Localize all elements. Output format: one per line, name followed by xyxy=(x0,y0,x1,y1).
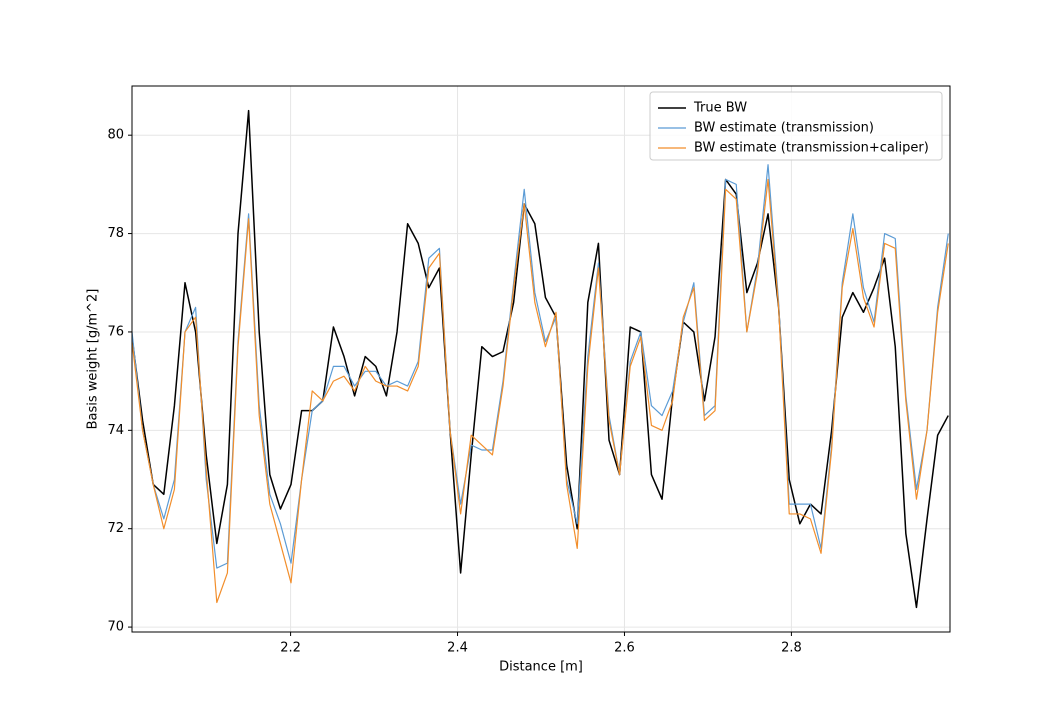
y-tick-label: 74 xyxy=(107,423,124,438)
x-axis-label: Distance [m] xyxy=(499,660,583,675)
legend-label: True BW xyxy=(693,101,747,116)
x-tick-label: 2.4 xyxy=(447,641,468,656)
x-tick-label: 2.6 xyxy=(614,641,635,656)
series-line xyxy=(132,109,949,609)
y-tick-label: 70 xyxy=(107,620,124,635)
y-tick-label: 80 xyxy=(107,128,124,143)
y-tick-label: 78 xyxy=(107,226,124,241)
legend-box xyxy=(649,91,943,161)
series-line xyxy=(132,178,949,604)
x-tick-label: 2.8 xyxy=(781,641,802,656)
y-axis-label: Basis weight [g/m^2] xyxy=(86,289,101,430)
y-tick-label: 76 xyxy=(107,324,124,339)
x-tick-label: 2.2 xyxy=(280,641,301,656)
plot-frame xyxy=(131,85,951,633)
y-tick-label: 72 xyxy=(107,521,124,536)
legend-label: BW estimate (transmission+caliper) xyxy=(694,141,929,156)
legend-label: BW estimate (transmission) xyxy=(694,121,874,136)
series-line xyxy=(132,164,949,569)
